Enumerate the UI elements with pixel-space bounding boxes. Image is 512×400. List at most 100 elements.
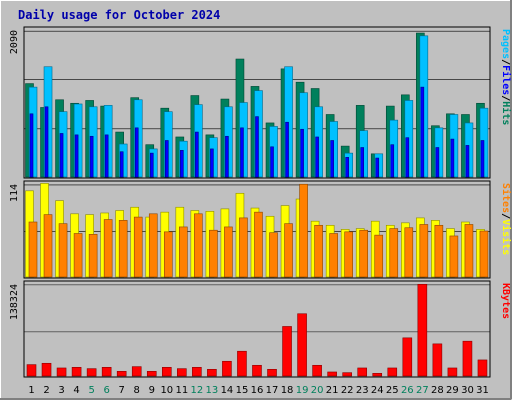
bar-sites-7	[118, 220, 128, 278]
bar-pages-12	[195, 131, 199, 178]
bar-kbytes-16	[252, 364, 262, 377]
legend-item-visits: Visits	[500, 219, 512, 255]
bar-pages-21	[330, 140, 334, 178]
bar-sites-20	[314, 224, 323, 278]
bar-sites-16	[254, 211, 263, 278]
chart-title: Daily usage for October 2024	[18, 8, 220, 22]
legend-visits-sites: Sites/Visits	[500, 183, 512, 255]
x-tick-label: 9	[149, 385, 155, 396]
x-tick-label: 30	[461, 385, 474, 396]
bar-pages-22	[345, 157, 349, 178]
bar-sites-4	[73, 233, 83, 278]
x-tick-label: 18	[281, 385, 294, 396]
bar-pages-6	[104, 134, 109, 178]
bar-sites-5	[88, 234, 98, 278]
bar-sites-27	[419, 224, 429, 278]
bar-kbytes-14	[222, 360, 232, 377]
x-tick-label: 10	[160, 385, 173, 396]
bar-sites-18	[284, 223, 293, 278]
bar-sites-1	[28, 221, 38, 278]
bar-sites-12	[194, 213, 203, 278]
bar-sites-26	[404, 227, 414, 278]
bar-kbytes-12	[192, 366, 202, 377]
panel-kbytes: 138324 KBytes	[9, 280, 511, 378]
bar-pages-15	[240, 127, 244, 178]
bar-kbytes-4	[71, 366, 82, 377]
bar-sites-2	[43, 214, 53, 278]
bar-pages-19	[300, 128, 304, 178]
x-tick-label: 1	[28, 385, 34, 396]
bar-pages-3	[59, 133, 64, 178]
y-max-label: 2090	[9, 30, 20, 54]
bar-pages-11	[180, 150, 184, 178]
bar-pages-29	[450, 138, 455, 178]
bar-pages-4	[74, 134, 79, 178]
bar-sites-11	[179, 226, 188, 278]
bar-sites-10	[163, 231, 173, 278]
bar-kbytes-18	[282, 326, 292, 377]
legend-item-pages: Pages	[500, 29, 511, 59]
bar-sites-17	[269, 232, 278, 278]
y-max-label: 138324	[9, 284, 20, 320]
bar-kbytes-13	[207, 369, 217, 377]
legend-item-files: Files	[500, 65, 512, 95]
bar-sites-15	[239, 217, 248, 278]
bar-pages-18	[285, 121, 289, 178]
bar-sites-21	[329, 233, 338, 278]
bar-kbytes-20	[312, 364, 322, 377]
x-tick-label: 19	[296, 385, 309, 396]
panel-frame	[23, 280, 491, 378]
x-tick-label: 21	[326, 385, 339, 396]
legend-hits-files-pages: Pages/Files/Hits	[500, 29, 512, 125]
x-tick-label: 26	[401, 385, 414, 396]
bar-pages-30	[465, 145, 470, 178]
bar-pages-8	[134, 127, 139, 178]
bar-pages-28	[435, 147, 440, 178]
bar-pages-17	[270, 146, 274, 178]
bar-kbytes-22	[342, 372, 352, 377]
bar-kbytes-29	[447, 367, 458, 377]
bar-kbytes-31	[477, 359, 488, 377]
x-axis: 1 2 3 4 5 6 7 8 9 10 11 12 13 14 15 16 17 18 19 20 21 22 23 24 2…	[28, 385, 489, 396]
bar-sites-23	[359, 229, 369, 278]
bar-kbytes-17	[267, 369, 277, 377]
bar-pages-26	[405, 137, 410, 178]
bar-kbytes-23	[357, 367, 368, 377]
bar-pages-20	[315, 136, 319, 178]
x-tick-label: 7	[119, 385, 125, 396]
x-tick-label: 2	[43, 385, 49, 396]
x-tick-label: 6	[103, 385, 109, 396]
x-tick-label: 20	[311, 385, 324, 396]
bar-kbytes-6	[101, 366, 112, 377]
x-tick-label: 17	[266, 385, 279, 396]
bar-kbytes-8	[131, 366, 142, 377]
bar-kbytes-30	[462, 340, 473, 377]
bar-pages-1	[29, 113, 34, 178]
bar-kbytes-24	[372, 373, 383, 377]
bar-pages-31	[480, 140, 485, 178]
bar-kbytes-9	[146, 371, 157, 377]
bar-kbytes-27	[417, 283, 428, 377]
bar-pages-9	[149, 152, 154, 178]
bar-pages-23	[360, 147, 365, 178]
x-tick-label: 4	[73, 385, 79, 396]
x-tick-label: 31	[476, 385, 489, 396]
bar-sites-25	[389, 228, 399, 278]
bar-kbytes-26	[402, 337, 413, 377]
x-tick-label: 3	[58, 385, 64, 396]
bar-pages-10	[164, 140, 169, 178]
bar-kbytes-10	[161, 366, 172, 377]
bar-sites-13	[209, 229, 218, 278]
x-tick-label: 5	[88, 385, 94, 396]
bar-kbytes-1	[26, 364, 37, 377]
x-tick-label: 24	[371, 385, 384, 396]
bar-kbytes-2	[41, 362, 52, 377]
legend-item-kbytes: KBytes	[500, 283, 511, 319]
bar-pages-27	[420, 86, 425, 178]
bar-kbytes-15	[237, 350, 247, 377]
bar-kbytes-25	[387, 367, 398, 377]
x-tick-label: 13	[206, 385, 219, 396]
bar-sites-14	[224, 226, 233, 278]
